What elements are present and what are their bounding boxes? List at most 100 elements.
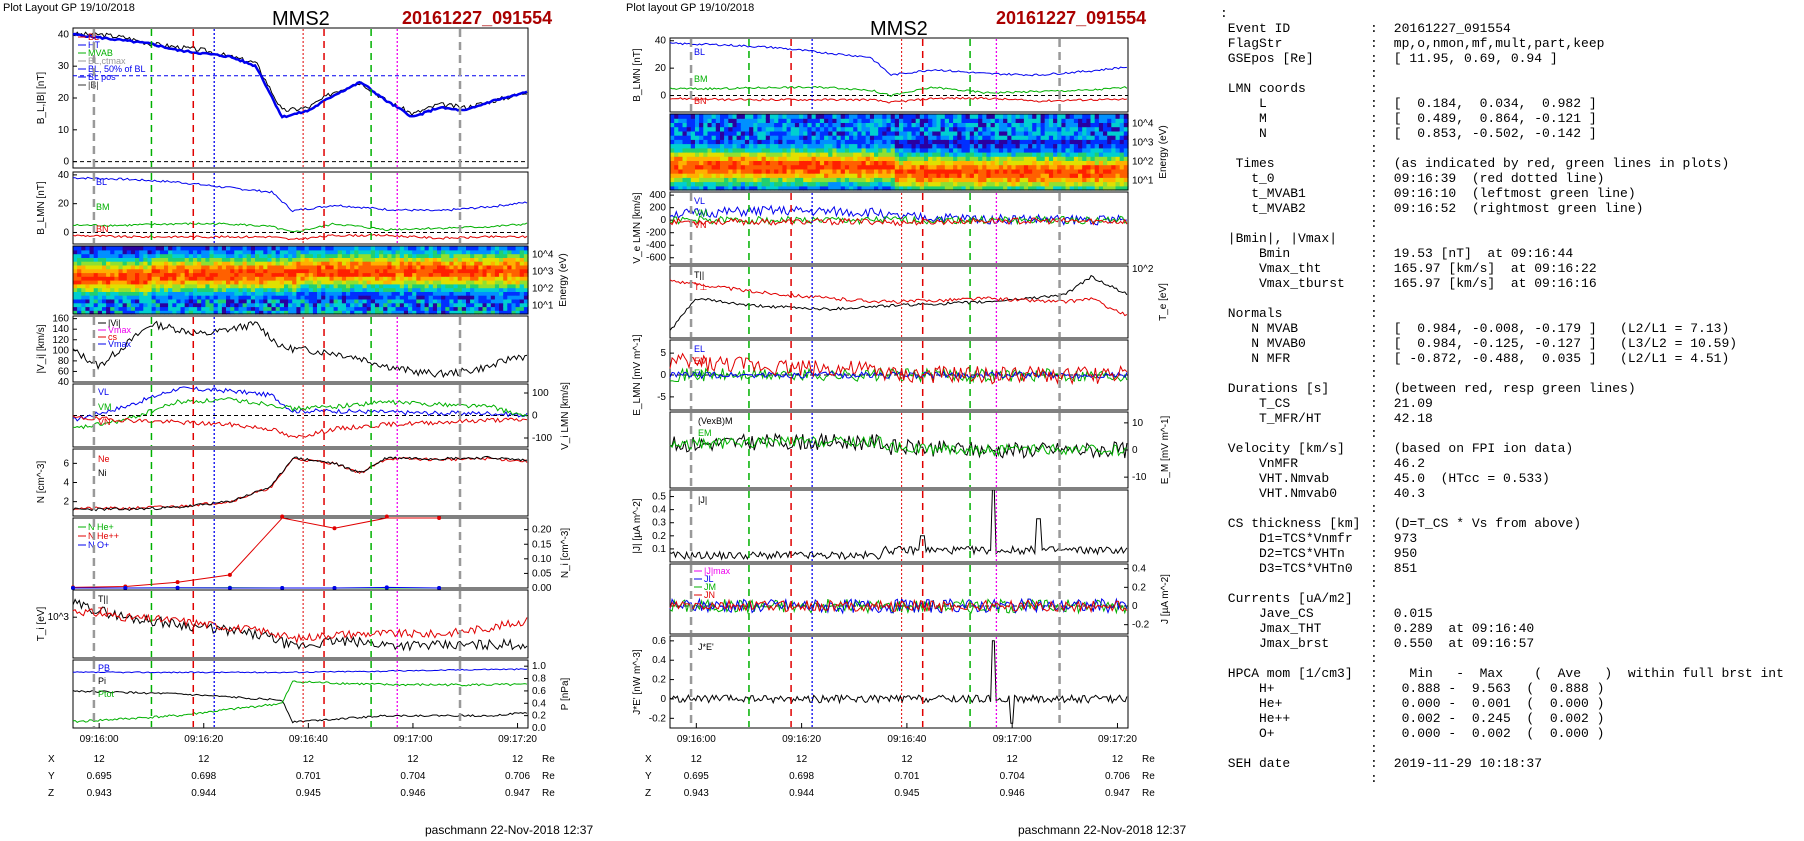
spectrogram-cell (304, 268, 310, 274)
spectrogram-cell (184, 253, 190, 258)
spectrogram-cell (494, 261, 500, 266)
spectrogram-cell (159, 291, 165, 296)
spectrogram-cell (470, 272, 475, 277)
spectrogram-cell (1107, 135, 1112, 140)
spectrogram-cell (994, 173, 1000, 178)
spectrogram-cell (139, 295, 144, 300)
spectrogram-cell (255, 280, 260, 285)
spectrogram-cell (329, 261, 335, 266)
spectrogram-cell (940, 185, 946, 191)
spectrogram-cell (424, 272, 430, 277)
spectrogram-cell (978, 156, 983, 161)
info-colon-sep: : (1370, 501, 1378, 516)
spectrogram-cell (715, 135, 721, 140)
spectrogram-cell (982, 122, 988, 128)
info-row: CS thickness [km]: (D=T_CS * Vs from abo… (1220, 516, 1784, 531)
spectrogram-cell (89, 272, 95, 277)
spectrogram-cell (226, 291, 231, 296)
spectrogram-cell (749, 173, 754, 178)
spectrogram-cell (703, 156, 709, 161)
spectrogram-cell (819, 156, 825, 161)
spectrogram-cell (836, 135, 842, 140)
spectrogram-cell (799, 114, 804, 119)
spectrogram-cell (193, 283, 198, 289)
spectrogram-cell (337, 295, 343, 300)
spectrogram-cell (1053, 114, 1058, 119)
spectrogram-cell (511, 306, 517, 311)
spectrogram-cell (255, 298, 260, 304)
spectrogram-cell (1123, 164, 1129, 170)
spectrogram-cell (819, 164, 825, 170)
spectrogram-cell (969, 185, 975, 191)
spectrogram-cell (523, 306, 529, 311)
spectrogram-cell (412, 276, 417, 281)
y-tick-label: 10^2 (532, 284, 554, 295)
info-value: 19.53 [nT] at 09:16:44 (1386, 246, 1574, 261)
spectrogram-cell (230, 264, 235, 270)
spectrogram-cell (1107, 177, 1112, 183)
spectrogram-cell (184, 268, 190, 274)
spectrogram-cell (503, 283, 508, 289)
axis-label-E: E_LMN [mV m^-1] (632, 334, 643, 416)
spectrogram-cell (259, 283, 264, 289)
spectrogram-cell (358, 272, 364, 277)
spectrogram-cell (928, 122, 933, 128)
info-row: O+: 0.000 - 0.002 ( 0.000 ) (1220, 726, 1784, 741)
spectrogram-cell (193, 310, 198, 315)
spectrogram-cell (1111, 126, 1117, 132)
spectrogram-cell (139, 302, 144, 308)
spectrogram-cell (915, 130, 921, 136)
spectrogram-cell (122, 272, 128, 277)
spectrogram-cell (915, 185, 921, 191)
spectrogram-cell (399, 287, 405, 292)
spectrogram-cell (416, 276, 421, 281)
info-colon-sep: : (1370, 486, 1378, 501)
spectrogram-cell (699, 130, 704, 136)
spectrogram-cell (97, 306, 103, 311)
spectrogram-cell (366, 246, 372, 251)
info-colon-sep: : (1370, 186, 1378, 201)
spectrogram-cell (670, 130, 675, 136)
spectrogram-cell (499, 283, 504, 289)
spectrogram-cell (761, 135, 767, 140)
spectrogram-cell (242, 302, 248, 308)
spectrogram-cell (986, 177, 992, 183)
spectrogram-cell (102, 310, 107, 315)
spectrogram-cell (1028, 139, 1033, 145)
spectrogram-cell (782, 177, 788, 183)
spectrogram-cell (482, 280, 488, 285)
spectrogram-cell (982, 164, 988, 170)
spectrogram-cell (102, 253, 107, 258)
spectrogram-cell (234, 261, 239, 266)
spectrogram-cell (890, 152, 896, 157)
spectrogram-cell (172, 291, 177, 296)
spectrogram-cell (395, 310, 401, 315)
spectrogram-cell (1044, 152, 1050, 157)
spectrogram-cell (118, 264, 124, 270)
spectrogram-cell (213, 287, 219, 292)
spectrogram-cell (678, 160, 684, 166)
spectrogram-cell (949, 181, 954, 187)
spectrogram-cell (782, 173, 788, 178)
spectrogram-cell (782, 181, 788, 187)
spectrogram-cell (494, 295, 500, 300)
spectrogram-cell (308, 276, 314, 281)
spectrogram-cell (217, 272, 223, 277)
spectrogram-cell (375, 291, 380, 296)
spectrogram-cell (715, 164, 721, 170)
spectrogram-cell (358, 261, 364, 266)
spectrogram-cell (437, 310, 442, 315)
spectrogram-cell (366, 302, 372, 308)
spectrogram-cell (769, 130, 775, 136)
spectrogram-cell (990, 114, 996, 119)
spectrogram-cell (168, 298, 173, 304)
spectrogram-cell (740, 177, 746, 183)
spectrogram-cell (317, 249, 322, 255)
legend-label-BL: BL (96, 177, 107, 187)
spectrogram-cell (408, 306, 413, 311)
spectrogram-cell (1103, 143, 1108, 149)
spectrogram-cell (1040, 143, 1046, 149)
spectrogram-cell (915, 126, 921, 132)
spectrogram-cell (724, 185, 729, 191)
spectrogram-cell (97, 261, 103, 266)
